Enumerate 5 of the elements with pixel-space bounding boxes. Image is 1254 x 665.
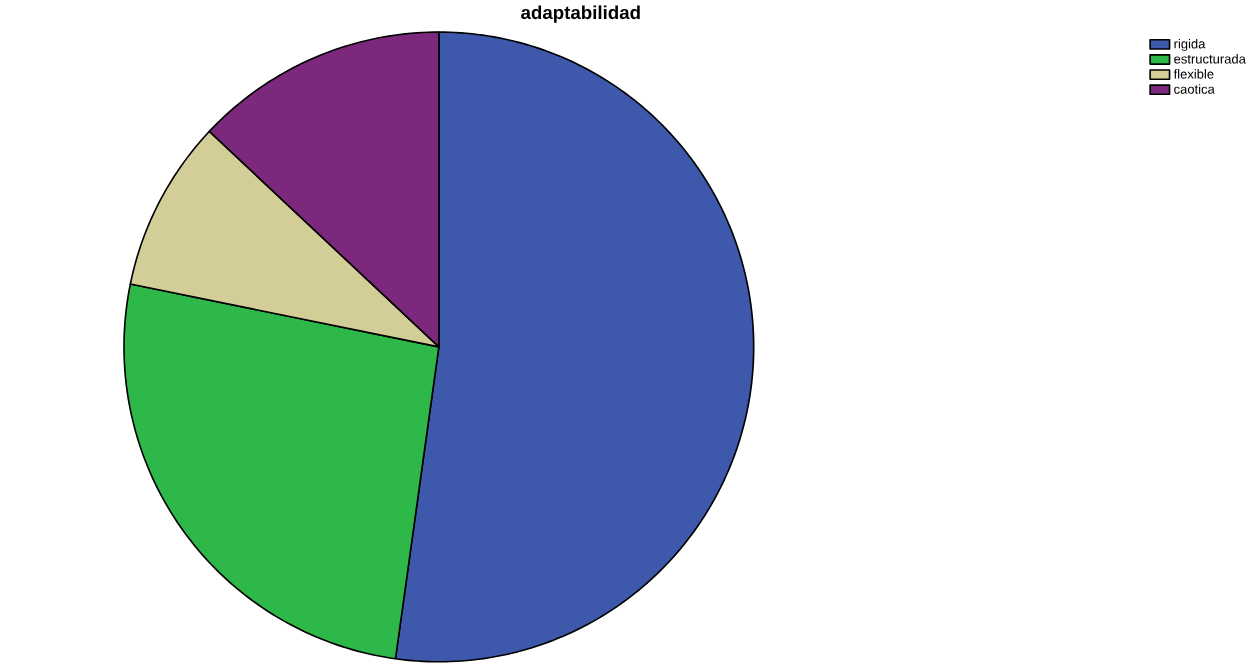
chart-title: adaptabilidad: [521, 5, 640, 23]
legend-label: caotica: [1174, 84, 1215, 94]
legend-label: estructurada: [1174, 53, 1246, 64]
legend-label: rigida: [1174, 38, 1206, 51]
legend-label: flexible: [1173, 69, 1214, 79]
